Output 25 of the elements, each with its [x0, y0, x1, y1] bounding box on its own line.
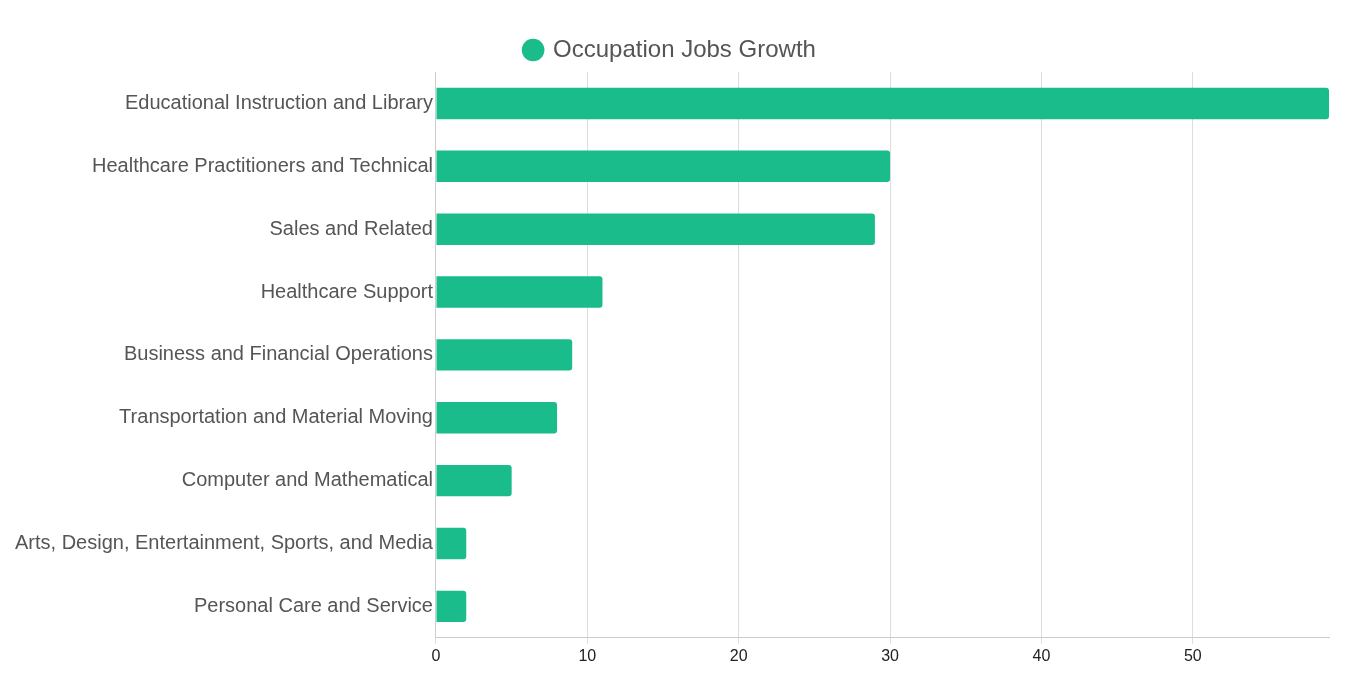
bar: [436, 213, 875, 245]
bar: [436, 590, 467, 623]
x-tick-label: 30: [881, 646, 900, 664]
x-tick-label: 50: [1183, 646, 1202, 664]
y-tick-label: Healthcare Practitioners and Technical: [92, 153, 433, 176]
y-tick-label: Healthcare Support: [260, 279, 434, 302]
bar: [436, 464, 512, 497]
y-tick-label: Computer and Mathematical: [181, 468, 433, 491]
bar: [436, 87, 1329, 120]
y-tick-label: Arts, Design, Entertainment, Sports, and Media: [14, 531, 434, 554]
bar: [436, 527, 467, 560]
legend-label: Occupation Jobs Growth: [553, 34, 816, 62]
y-tick-label: Business and Financial Operations: [123, 342, 433, 365]
x-tick-label: 20: [729, 646, 748, 664]
y-tick-label: Educational Instruction and Library: [125, 90, 433, 113]
y-tick-label: Transportation and Material Moving: [119, 405, 433, 428]
bar: [436, 276, 603, 308]
x-tick-label: 0: [431, 646, 441, 664]
y-tick-label: Personal Care and Service: [193, 593, 433, 616]
y-tick-label: Sales and Related: [269, 216, 433, 239]
x-tick-label: 10: [578, 646, 597, 664]
bar: [436, 150, 891, 183]
x-tick-label: 40: [1032, 646, 1051, 664]
bar: [436, 339, 573, 371]
bar: [436, 402, 558, 434]
